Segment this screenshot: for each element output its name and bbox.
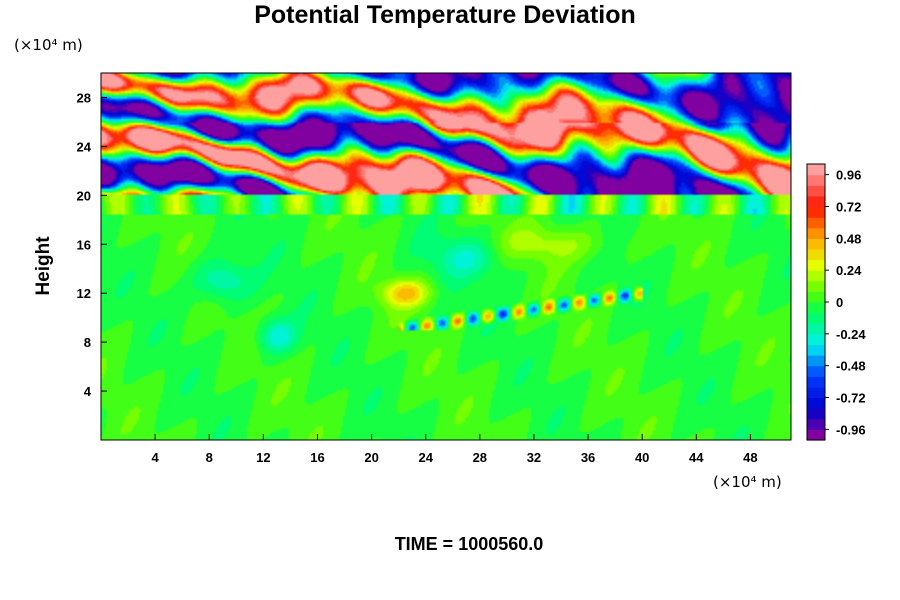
plot-area — [100, 72, 792, 441]
y-axis-ticks: 4 8 12 16 20 24 28 — [77, 90, 107, 399]
y-tick-label: 28 — [77, 90, 91, 105]
colorbar-level — [807, 280, 825, 292]
colorbar-level — [807, 429, 825, 441]
colorbar-level — [807, 386, 825, 399]
colorbar-tick-label: 0 — [836, 295, 843, 310]
colorbar-level — [807, 312, 825, 324]
colorbar-level — [807, 195, 825, 208]
colorbar-level — [807, 333, 825, 346]
colorbar-level — [807, 323, 825, 335]
y-tick-label: 20 — [77, 188, 91, 203]
colorbar-tick-label: -0.96 — [836, 422, 866, 437]
x-tick-label: 20 — [364, 450, 378, 465]
y-axis-label: Height — [33, 236, 54, 296]
colorbar-level — [807, 270, 825, 282]
colorbar-level — [807, 259, 825, 271]
x-axis-unit: (×10⁴ m) — [713, 473, 782, 491]
colorbar-tick-label: -0.48 — [836, 359, 866, 374]
colorbar-level — [807, 248, 825, 261]
colorbar-tick-label: -0.24 — [836, 327, 866, 342]
y-axis-unit: (×10⁴ m) — [14, 36, 83, 54]
colorbar-level — [807, 355, 825, 367]
x-tick-label: 24 — [418, 450, 433, 465]
colorbar-level — [807, 418, 825, 430]
x-tick-label: 40 — [635, 450, 649, 465]
y-tick-label: 4 — [84, 384, 92, 399]
x-tick-label: 36 — [581, 450, 595, 465]
plot-frame — [100, 72, 792, 441]
x-tick-label: 4 — [152, 450, 160, 465]
x-tick-label: 16 — [310, 450, 324, 465]
colorbar-level — [807, 185, 825, 197]
colorbar-level — [807, 174, 825, 186]
heatmap-field — [101, 73, 791, 440]
colorbar-level — [807, 227, 825, 239]
colorbar-level — [807, 376, 825, 388]
y-tick-label: 8 — [84, 335, 91, 350]
colorbar-level — [807, 365, 825, 377]
x-tick-label: 12 — [256, 450, 270, 465]
colorbar-tick-label: 0.48 — [836, 231, 861, 246]
colorbar-tick-label: -0.72 — [836, 391, 866, 406]
time-label: TIME = 1000560.0 — [395, 534, 544, 554]
colorbar-level — [807, 291, 825, 303]
x-tick-label: 8 — [206, 450, 213, 465]
x-tick-label: 44 — [689, 450, 704, 465]
y-tick-label: 16 — [77, 237, 91, 252]
colorbar-level — [807, 408, 825, 420]
colorbar-level — [807, 344, 825, 356]
colorbar-tick-label: 0.24 — [836, 263, 862, 278]
x-axis-ticks: 4 8 12 16 20 24 28 32 36 40 44 48 — [152, 434, 758, 465]
colorbar: 0.96 0.72 0.48 0.24 0 -0.24 -0.48 -0.72 -0.96 — [806, 163, 866, 441]
colorbar-level — [807, 238, 825, 250]
colorbar-level — [807, 206, 825, 218]
x-tick-label: 32 — [527, 450, 541, 465]
colorbar-tick-label: 0.72 — [836, 199, 861, 214]
chart-title: Potential Temperature Deviation — [254, 1, 636, 29]
colorbar-level — [807, 217, 825, 229]
x-tick-label: 28 — [473, 450, 487, 465]
colorbar-level — [807, 164, 825, 176]
colorbar-level — [807, 397, 825, 409]
colorbar-level — [807, 302, 825, 314]
colorbar-tick-label: 0.96 — [836, 168, 861, 183]
x-tick-label: 48 — [743, 450, 757, 465]
y-tick-label: 12 — [77, 286, 91, 301]
y-tick-label: 24 — [77, 139, 92, 154]
